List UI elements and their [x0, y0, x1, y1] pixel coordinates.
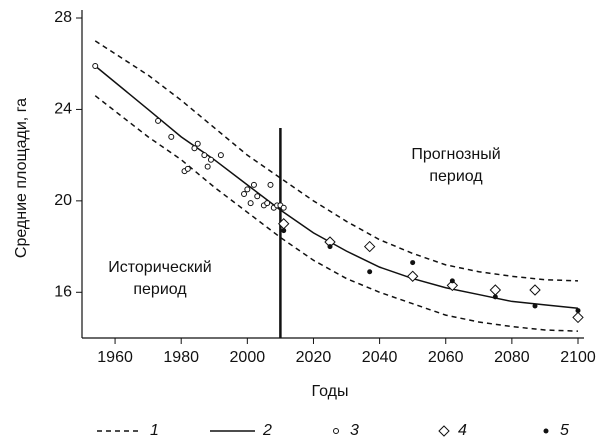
- point: [264, 200, 271, 207]
- annotation: Прогнозный: [411, 146, 500, 163]
- legend-label: 5: [560, 422, 569, 439]
- point: [449, 278, 455, 284]
- point: [327, 244, 333, 250]
- point: [363, 240, 376, 253]
- y-tick-label: 24: [54, 101, 72, 118]
- x-tick-label: 2040: [362, 349, 398, 366]
- point: [247, 200, 254, 207]
- x-tick-label: 2100: [560, 349, 596, 366]
- point: [204, 163, 211, 170]
- curve: [94, 95, 579, 332]
- legend-swatch: [438, 425, 450, 437]
- point: [191, 145, 198, 152]
- legend-swatch: [543, 428, 549, 434]
- annotation: Исторический: [108, 259, 212, 276]
- annotation: период: [429, 168, 483, 185]
- x-tick-label: 2080: [494, 349, 530, 366]
- point: [254, 193, 261, 200]
- point: [184, 165, 191, 172]
- legend-label: 1: [150, 422, 159, 439]
- point: [532, 303, 538, 309]
- x-tick-label: 2000: [230, 349, 266, 366]
- point: [207, 156, 214, 163]
- legend-swatch: [333, 428, 339, 434]
- point: [446, 279, 459, 292]
- legend-label: 3: [350, 422, 359, 439]
- point: [241, 191, 248, 197]
- x-tick-label: 2060: [428, 349, 464, 366]
- curve: [94, 65, 579, 310]
- point: [367, 269, 373, 275]
- x-tick-label: 1960: [97, 349, 133, 366]
- legend-label: 4: [458, 422, 467, 439]
- x-axis-label: Годы: [312, 383, 349, 400]
- point: [489, 284, 502, 296]
- point: [267, 181, 274, 188]
- x-tick-label: 1980: [163, 349, 199, 366]
- point: [572, 311, 584, 324]
- legend-label: 2: [262, 422, 272, 439]
- point: [492, 294, 498, 300]
- x-tick-label: 2020: [296, 349, 332, 366]
- curve: [94, 40, 579, 282]
- point: [529, 284, 541, 296]
- point: [92, 63, 99, 69]
- point: [244, 186, 251, 193]
- point: [250, 181, 257, 188]
- point: [406, 270, 419, 282]
- point: [201, 152, 208, 159]
- y-tick-label: 20: [54, 192, 72, 209]
- y-tick-label: 28: [54, 9, 72, 26]
- point: [575, 308, 581, 314]
- point: [194, 140, 201, 147]
- point: [168, 133, 175, 140]
- point: [410, 260, 416, 266]
- annotation: период: [133, 281, 187, 298]
- y-tick-label: 16: [54, 284, 72, 301]
- point: [280, 204, 287, 211]
- point: [281, 228, 287, 234]
- point: [155, 117, 162, 124]
- point: [217, 152, 224, 159]
- y-axis-label: Средние площади, га: [13, 98, 30, 258]
